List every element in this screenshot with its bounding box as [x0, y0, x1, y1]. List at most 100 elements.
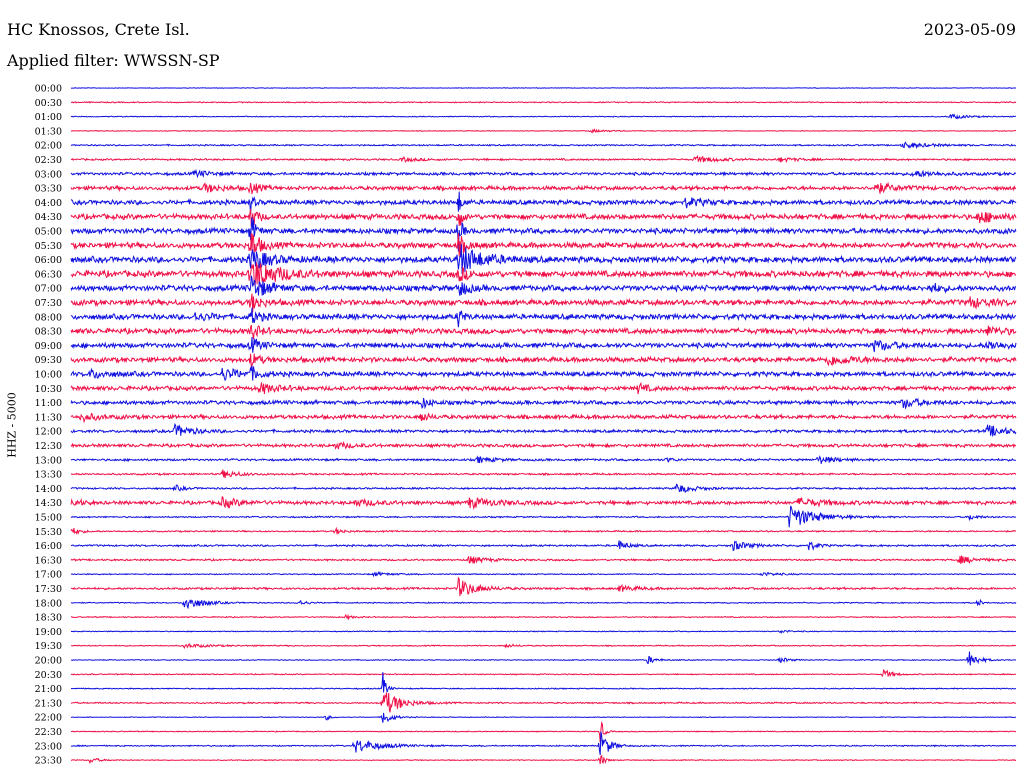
time-label-2200: 22:00: [35, 713, 62, 724]
trace-2030: [70, 669, 1017, 678]
time-label-1530: 15:30: [35, 527, 62, 538]
trace-1200: [70, 422, 1017, 437]
trace-1400: [70, 483, 1017, 493]
trace-1000: [70, 365, 1017, 382]
time-label-1200: 12:00: [35, 427, 62, 438]
trace-1430: [70, 496, 1017, 510]
trace-0030: [70, 100, 1017, 104]
trace-1130: [70, 412, 1017, 424]
time-label-0430: 04:30: [35, 212, 62, 223]
time-label-0130: 01:30: [35, 126, 62, 137]
time-label-1030: 10:30: [35, 384, 62, 395]
trace-1300: [70, 455, 1017, 464]
trace-2100: [70, 672, 1017, 693]
time-label-1730: 17:30: [35, 584, 62, 595]
trace-2000: [70, 651, 1017, 666]
time-label-1400: 14:00: [35, 484, 62, 495]
time-label-1100: 11:00: [35, 398, 62, 409]
time-label-0400: 04:00: [35, 198, 62, 209]
time-label-2300: 23:00: [35, 741, 62, 752]
time-label-1230: 12:30: [35, 441, 62, 452]
time-label-0730: 07:30: [35, 298, 62, 309]
trace-0600: [70, 244, 1017, 275]
time-label-1130: 11:30: [35, 412, 62, 423]
trace-1530: [70, 526, 1017, 536]
trace-0330: [70, 181, 1017, 195]
time-label-0100: 01:00: [35, 112, 62, 123]
time-label-1430: 14:30: [35, 498, 62, 509]
trace-2300: [70, 731, 1017, 756]
trace-1230: [70, 440, 1017, 450]
trace-1730: [70, 576, 1017, 597]
trace-1630: [70, 555, 1017, 565]
trace-1930: [70, 643, 1017, 649]
time-label-1500: 15:00: [35, 513, 62, 524]
trace-0730: [70, 293, 1017, 313]
trace-0700: [70, 275, 1017, 296]
trace-0230: [70, 154, 1017, 164]
trace-0200: [70, 141, 1016, 150]
time-label-0630: 06:30: [35, 269, 62, 280]
trace-0800: [70, 307, 1016, 328]
trace-0300: [70, 168, 1017, 179]
time-label-2230: 22:30: [35, 727, 62, 738]
trace-0630: [70, 262, 1017, 287]
record-date: 2023-05-09: [923, 20, 1016, 39]
trace-2130: [70, 692, 1017, 713]
time-label-1300: 13:00: [35, 455, 62, 466]
time-label-0030: 00:30: [35, 98, 62, 109]
filter-label: Applied filter: WWSSN-SP: [7, 51, 220, 70]
trace-0100: [70, 113, 1017, 120]
trace-1830: [70, 613, 1017, 621]
time-label-2000: 20:00: [35, 656, 62, 667]
time-label-0600: 06:00: [35, 255, 62, 266]
trace-0500: [70, 217, 1017, 252]
trace-1100: [70, 397, 1017, 410]
trace-0430: [70, 208, 1017, 227]
station-name: HC Knossos, Crete Isl.: [7, 20, 190, 39]
time-label-0300: 03:00: [35, 169, 62, 180]
time-label-0230: 02:30: [35, 155, 62, 166]
time-label-2130: 21:30: [35, 698, 62, 709]
trace-2230: [70, 721, 1017, 743]
trace-0000: [70, 87, 1017, 89]
trace-1330: [70, 469, 1017, 479]
time-label-1830: 18:30: [35, 613, 62, 624]
trace-1500: [70, 505, 1017, 528]
trace-1600: [70, 540, 1016, 552]
time-label-1700: 17:00: [35, 570, 62, 581]
time-label-1930: 19:30: [35, 641, 62, 652]
trace-0400: [70, 191, 1017, 214]
trace-0900: [70, 336, 1017, 353]
trace-1700: [70, 570, 1017, 578]
time-label-1000: 10:00: [35, 370, 62, 381]
time-label-1630: 16:30: [35, 555, 62, 566]
time-label-0530: 05:30: [35, 241, 62, 252]
trace-1800: [70, 598, 1017, 610]
time-label-1800: 18:00: [35, 598, 62, 609]
time-label-1900: 19:00: [35, 627, 62, 638]
time-label-2030: 20:30: [35, 670, 62, 681]
time-label-0900: 09:00: [35, 341, 62, 352]
time-label-0200: 02:00: [35, 141, 62, 152]
time-label-0830: 08:30: [35, 327, 62, 338]
trace-0530: [70, 232, 1017, 257]
time-label-1600: 16:00: [35, 541, 62, 552]
time-label-0800: 08:00: [35, 312, 62, 323]
time-label-0930: 09:30: [35, 355, 62, 366]
time-label-0700: 07:00: [35, 284, 62, 295]
time-label-0330: 03:30: [35, 184, 62, 195]
trace-0930: [70, 353, 1017, 369]
trace-1030: [70, 381, 1017, 395]
time-label-0000: 00:00: [35, 84, 62, 95]
trace-1900: [70, 629, 1016, 635]
trace-0130: [70, 128, 1016, 134]
time-label-2100: 21:00: [35, 684, 62, 695]
time-label-0500: 05:00: [35, 227, 62, 238]
trace-0830: [70, 324, 1017, 340]
time-label-1330: 13:30: [35, 470, 62, 481]
trace-2200: [70, 712, 1016, 723]
trace-2330: [70, 754, 1017, 765]
time-label-2330: 23:30: [35, 756, 62, 767]
